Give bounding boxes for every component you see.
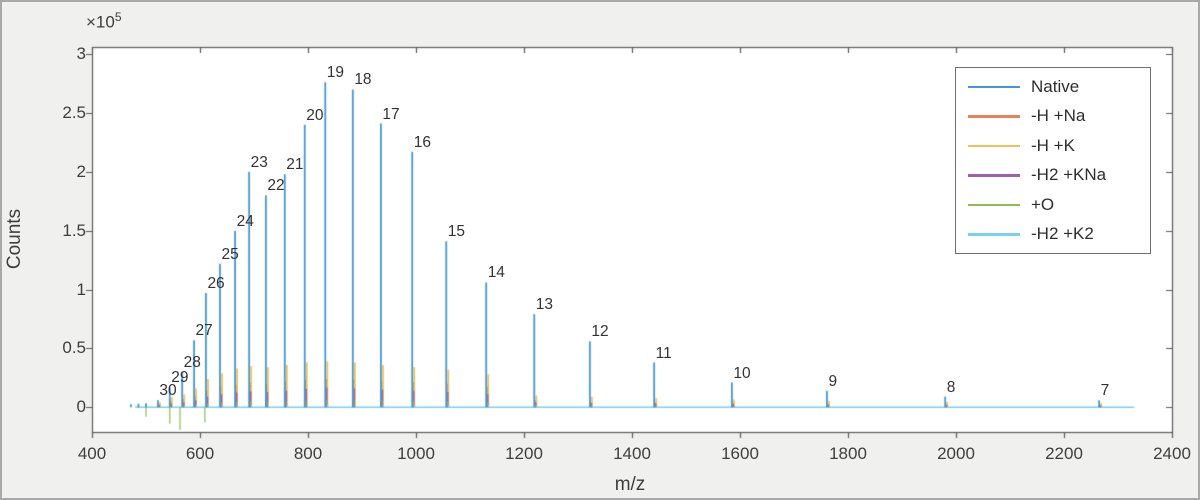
y-tick-label: 3	[76, 44, 86, 64]
peak-charge-label: 19	[326, 64, 345, 82]
y-axis-exponent-digit: 5	[114, 10, 122, 24]
peak-charge-label: 26	[207, 275, 225, 293]
x-tick-label: 1400	[613, 444, 651, 463]
peak-charge-label: 16	[413, 133, 431, 151]
peak-charge-label: 9	[828, 372, 838, 390]
y-tick-label: 0.5	[62, 338, 86, 358]
peak-charge-label: 14	[487, 264, 505, 282]
legend-entry: +O	[968, 195, 1150, 215]
peak-charge-label: 8	[946, 378, 956, 396]
peak-charge-label: 24	[236, 212, 254, 230]
legend-entry: -H2 +K2	[968, 224, 1150, 244]
y-tick-label: 1.5	[62, 220, 86, 240]
legend-label: -H +K	[1031, 135, 1075, 155]
peak-charge-label: 27	[195, 322, 213, 340]
peak-charge-label: 7	[1100, 382, 1110, 400]
x-tick-label: 2200	[1045, 444, 1083, 463]
legend: Native -H +Na -H +K -H2 +KNa +O -H2 +K2	[955, 67, 1151, 254]
x-tick-label: 600	[185, 444, 215, 463]
peak-charge-label: 23	[250, 153, 268, 171]
peak-charge-label: 22	[267, 177, 285, 195]
x-tick-label: 1200	[505, 444, 543, 463]
y-axis-multiplier: ×10	[86, 12, 115, 32]
legend-label: +O	[1031, 194, 1055, 214]
legend-line-sample	[968, 144, 1020, 147]
x-tick-label: 800	[293, 444, 323, 463]
peak-charge-label: 30	[159, 382, 177, 400]
peak-charge-label: 10	[733, 364, 751, 382]
peak-charge-label: 29	[171, 369, 189, 387]
peak-charge-label: 13	[535, 296, 553, 314]
y-axis-exponent: ×105	[86, 10, 122, 33]
legend-entry: Native	[968, 77, 1150, 97]
x-tick-label: 1600	[721, 444, 759, 463]
x-tick-label: 2000	[937, 444, 975, 463]
legend-label: -H2 +K2	[1031, 224, 1094, 244]
legend-label: Native	[1031, 76, 1080, 96]
legend-line-sample	[968, 203, 1020, 206]
legend-label: -H2 +KNa	[1031, 165, 1107, 185]
y-tick-label: 2	[76, 161, 86, 181]
peak-charge-label: 11	[655, 344, 672, 362]
legend-entry: -H2 +KNa	[968, 165, 1150, 185]
x-tick-label: 400	[77, 444, 107, 463]
peak-charge-label: 25	[221, 245, 239, 263]
legend-line-sample	[968, 115, 1020, 118]
legend-line-sample	[968, 233, 1020, 236]
y-tick-label: 0	[76, 397, 86, 417]
y-axis-title: Counts	[4, 208, 25, 270]
legend-label: -H +Na	[1031, 106, 1086, 126]
peak-charge-label: 15	[447, 223, 465, 241]
x-tick-label: 1000	[397, 444, 435, 463]
peak-charge-label: 28	[183, 353, 201, 371]
peak-charge-label: 18	[354, 71, 372, 89]
legend-entry: -H +K	[968, 136, 1150, 156]
y-tick-label: 2.5	[62, 102, 86, 122]
x-axis-title: m/z	[614, 474, 646, 495]
x-tick-label: 1800	[829, 444, 867, 463]
x-tick-label: 2400	[1153, 444, 1191, 463]
legend-line-sample	[968, 174, 1020, 177]
peak-charge-label: 17	[382, 105, 400, 123]
peak-charge-label: 12	[591, 323, 609, 341]
peak-charge-label: 20	[306, 106, 324, 124]
legend-line-sample	[968, 85, 1020, 88]
legend-entry: -H +Na	[968, 106, 1150, 126]
peak-charge-label: 21	[286, 156, 304, 174]
y-tick-label: 1	[76, 279, 86, 299]
